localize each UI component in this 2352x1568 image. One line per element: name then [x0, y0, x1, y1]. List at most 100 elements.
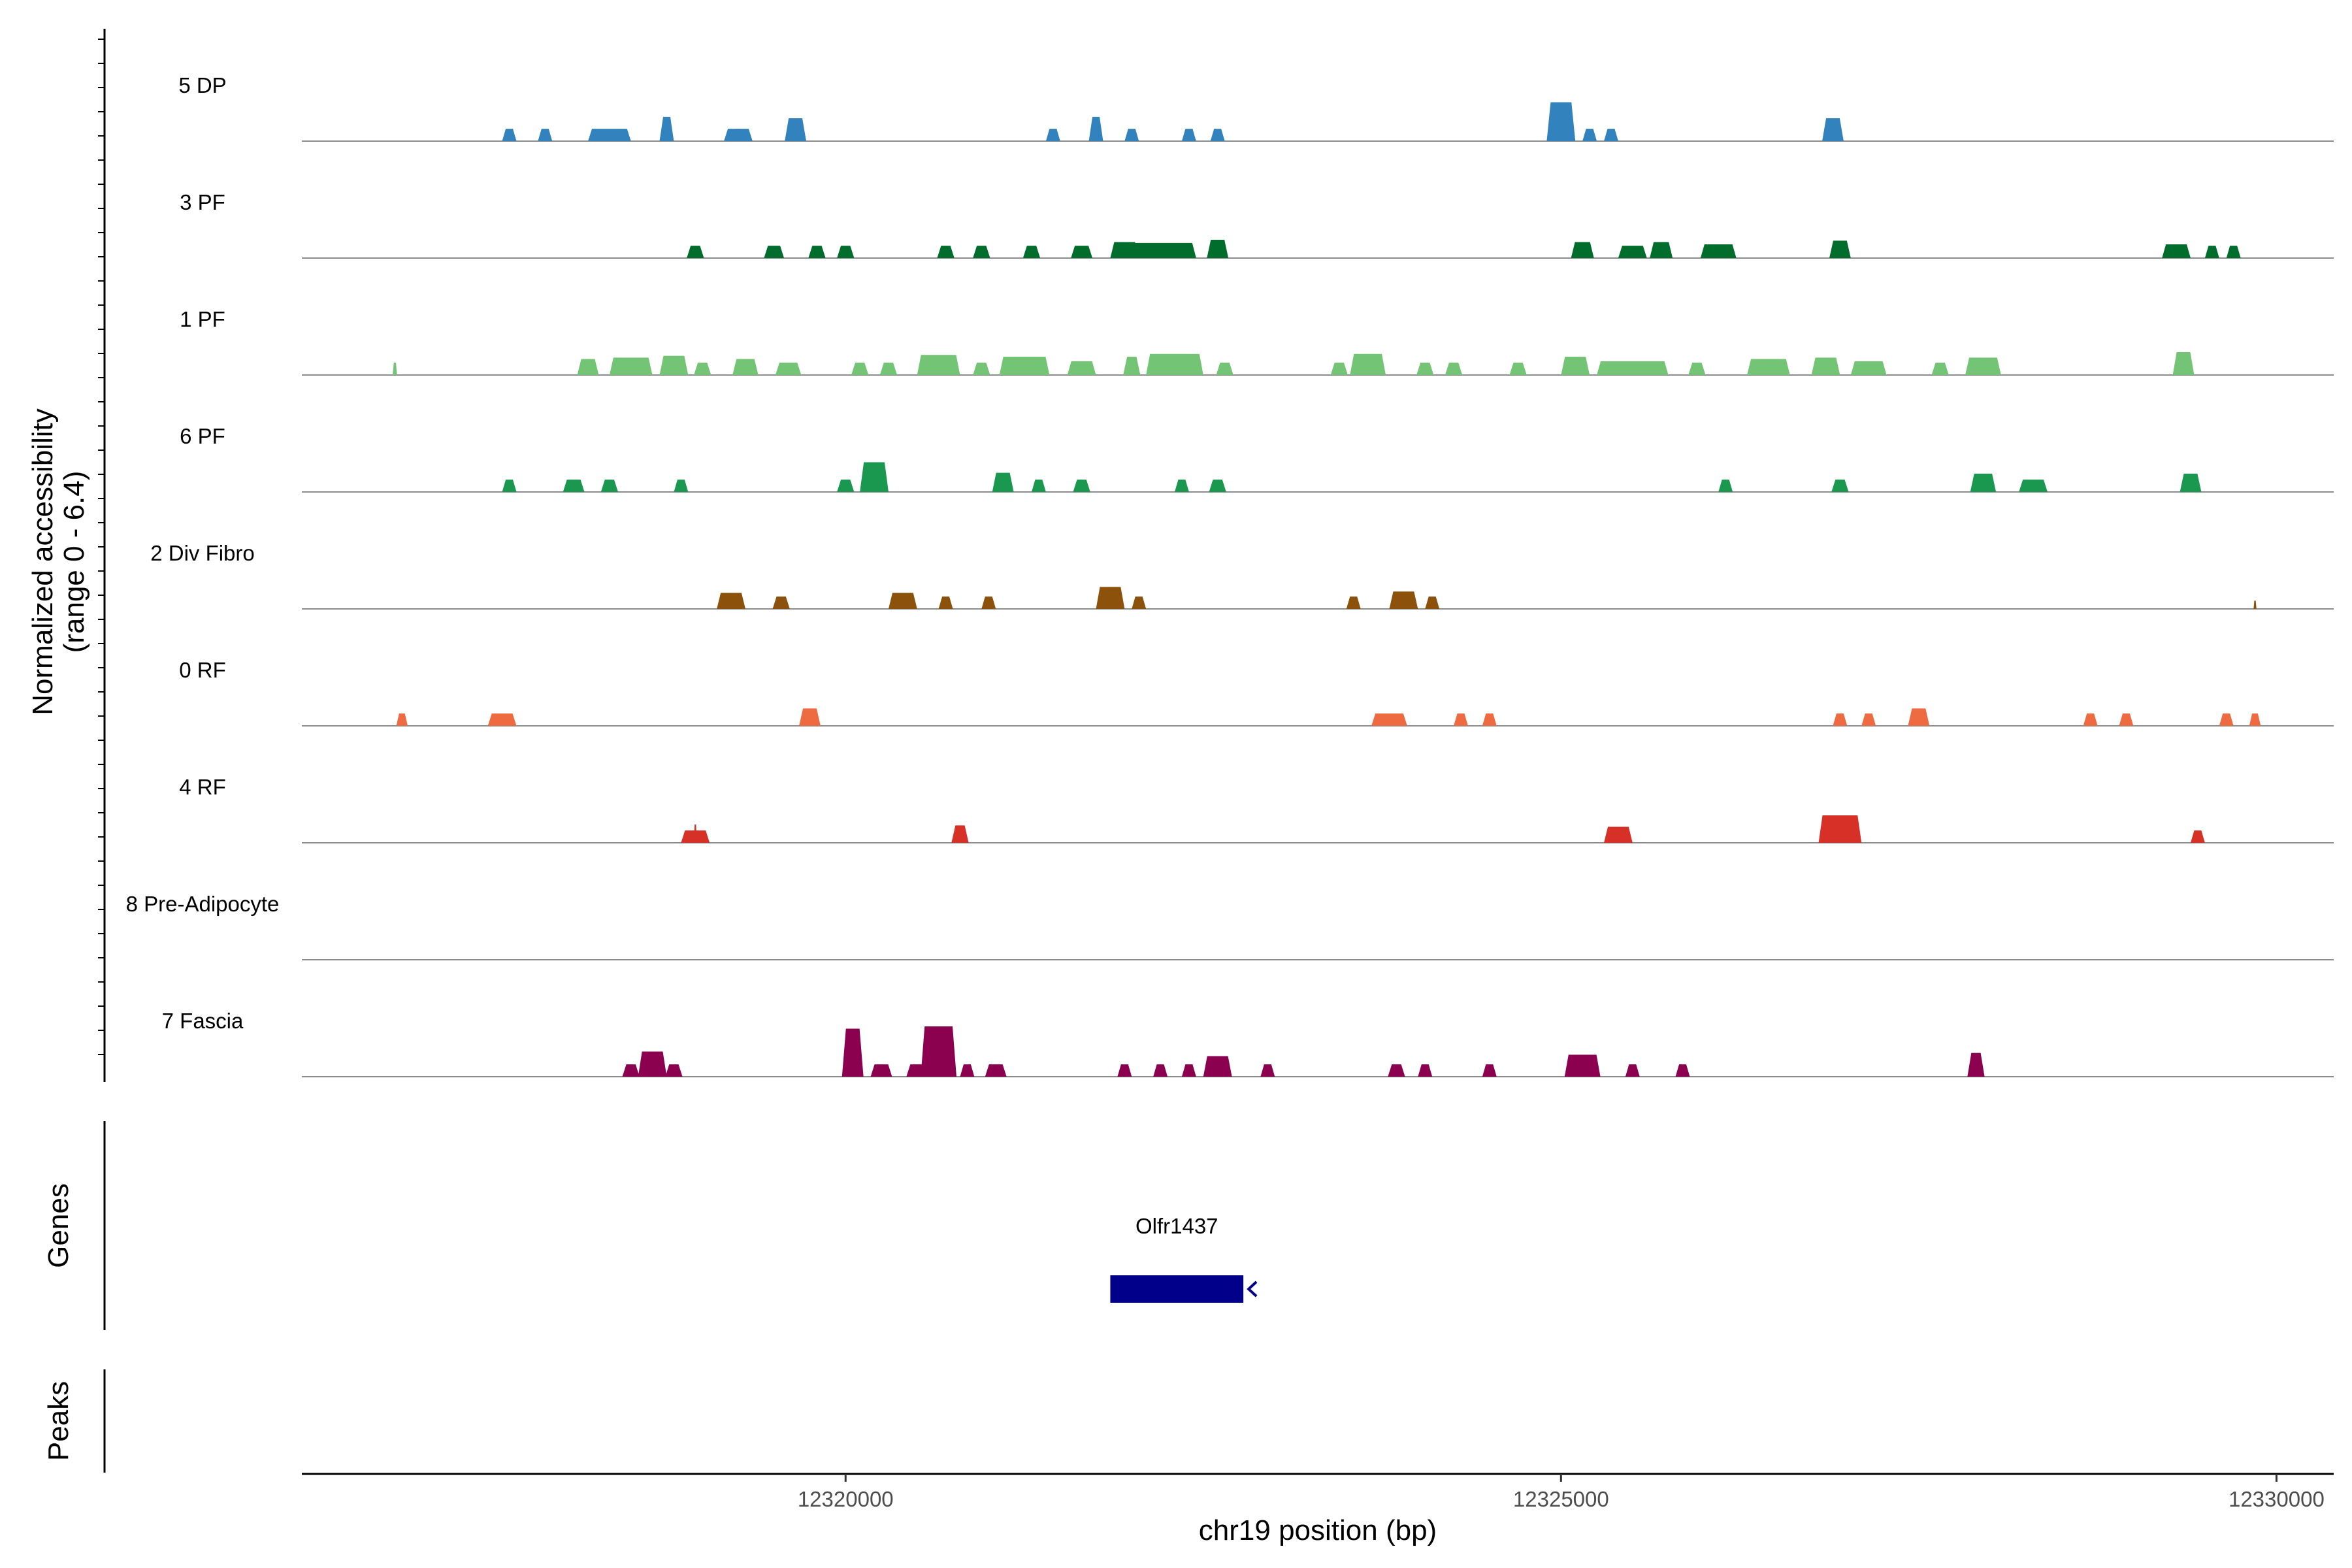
- coverage-peak: [2180, 474, 2202, 492]
- coverage-peak: [1071, 246, 1093, 258]
- coverage-peak: [1571, 242, 1594, 258]
- coverage-peak: [674, 480, 689, 492]
- coverage-peak: [1418, 1064, 1433, 1077]
- track-label: 3 PF: [180, 190, 225, 214]
- coverage-peak: [1822, 118, 1844, 141]
- gene-strand-arrow-icon: [1247, 1281, 1258, 1298]
- coverage-peak: [1181, 129, 1196, 141]
- coverage-peak: [1482, 713, 1497, 726]
- peaks-panel-title: Peaks: [42, 1381, 74, 1461]
- coverage-peak: [1618, 246, 1647, 258]
- coverage-peak: [1210, 129, 1225, 141]
- coverage-peak: [1546, 102, 1576, 141]
- coverage-peak: [1445, 363, 1463, 375]
- coverage-peak: [1022, 246, 1041, 258]
- coverage-peak: [1650, 242, 1673, 258]
- coverage-peak: [799, 708, 821, 726]
- coverage-peak: [1829, 240, 1851, 258]
- track-3: 6 PF: [180, 424, 2334, 493]
- coverage-peak: [981, 596, 996, 609]
- track-2: 1 PF: [180, 307, 2334, 376]
- coverage-peak: [687, 246, 704, 258]
- coverage-peak: [917, 355, 960, 375]
- coverage-peak: [1509, 363, 1527, 375]
- coverage-peak: [1209, 480, 1226, 492]
- coverage-peak: [622, 1064, 640, 1077]
- coverage-peak: [1625, 1064, 1640, 1077]
- x-tick-label: 12325000: [1513, 1487, 1609, 1511]
- coverage-peak: [1389, 591, 1418, 609]
- coverage-peak: [724, 129, 753, 141]
- gene-annotations: Olfr1437: [1110, 1214, 1258, 1303]
- coverage-peak: [921, 1026, 956, 1077]
- track-8: 7 Fascia: [162, 1009, 2334, 1077]
- coverage-tracks: 5 DP 3 PF 1 PF 6 PF 2 Div Fibro 0 RF 4 RF 8 Pre…: [126, 73, 2334, 1077]
- coverage-peak: [1203, 1056, 1232, 1077]
- y-axis-title-line1: Normalized accessibility: [27, 408, 59, 715]
- coverage-peak: [775, 363, 802, 375]
- coverage-peak: [938, 596, 953, 609]
- track-7: 8 Pre-Adipocyte: [126, 892, 2334, 960]
- coverage-peak: [1967, 1053, 1985, 1077]
- coverage-peak: [487, 713, 517, 726]
- track-6: 4 RF: [179, 775, 2334, 843]
- coverage-peak: [1604, 826, 1633, 843]
- coverage-peak: [1850, 361, 1887, 375]
- track-label: 8 Pre-Adipocyte: [126, 892, 280, 916]
- coverage-peak: [1831, 480, 1849, 492]
- coverage-peak: [694, 825, 697, 843]
- coverage-peak: [1350, 353, 1386, 375]
- coverage-peak: [502, 480, 517, 492]
- track-4: 2 Div Fibro: [150, 541, 2334, 610]
- coverage-peak: [588, 129, 631, 141]
- coverage-peak: [1216, 363, 1233, 375]
- accessibility-y-axis-ticks: [98, 39, 105, 1055]
- x-axis-ticks: 12320000 12325000 12330000: [798, 1474, 2325, 1511]
- coverage-peak: [992, 472, 1014, 492]
- coverage-peak: [2204, 246, 2219, 258]
- coverage-peak: [2119, 713, 2134, 726]
- coverage-peak: [694, 363, 711, 375]
- coverage-peak: [870, 1064, 892, 1077]
- coverage-peak: [1124, 129, 1139, 141]
- coverage-peak: [638, 1051, 667, 1077]
- coverage-peak: [538, 129, 553, 141]
- coverage-peak: [717, 593, 745, 609]
- track-0: 5 DP: [178, 73, 2334, 142]
- coverage-peak: [732, 359, 759, 375]
- coverage-peak: [837, 480, 855, 492]
- coverage-peak: [2083, 713, 2098, 726]
- coverage-peak: [1425, 596, 1440, 609]
- coverage-peak: [2172, 352, 2195, 375]
- gene-label: Olfr1437: [1135, 1214, 1218, 1238]
- coverage-peak: [999, 357, 1050, 375]
- coverage-peak: [2162, 244, 2191, 258]
- coverage-peak: [659, 116, 674, 141]
- coverage-peak: [1561, 357, 1590, 375]
- track-label: 0 RF: [179, 658, 226, 682]
- coverage-peak: [1688, 363, 1706, 375]
- genes-panel-title: Genes: [42, 1183, 74, 1268]
- coverage-peak: [937, 246, 955, 258]
- coverage-peak: [951, 825, 969, 843]
- coverage-peak: [985, 1064, 1007, 1077]
- coverage-peak: [888, 593, 917, 609]
- coverage-peak: [1747, 359, 1790, 375]
- track-label: 2 Div Fibro: [150, 541, 255, 565]
- coverage-peak: [1346, 596, 1361, 609]
- track-1: 3 PF: [180, 190, 2334, 259]
- coverage-peak: [1092, 129, 1100, 141]
- coverage-peak: [1260, 1064, 1275, 1077]
- coverage-peak: [1067, 361, 1096, 375]
- x-axis-title: chr19 position (bp): [1199, 1514, 1437, 1546]
- coverage-peak: [1031, 480, 1046, 492]
- track-label: 6 PF: [180, 424, 225, 448]
- coverage-peak: [1330, 363, 1348, 375]
- coverage-peak: [1811, 357, 1840, 375]
- coverage-peak: [563, 480, 585, 492]
- y-axis-title-line2: (range 0 - 6.4): [58, 471, 90, 653]
- coverage-peak: [1833, 713, 1848, 726]
- coverage-peak: [396, 713, 408, 726]
- coverage-peak: [1207, 240, 1229, 258]
